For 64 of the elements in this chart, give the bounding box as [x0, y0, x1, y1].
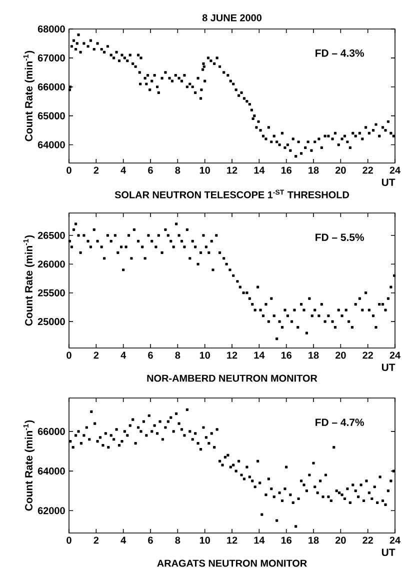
y-tick-label: 65000: [38, 112, 65, 120]
x-tick-label: 10: [200, 536, 210, 544]
y-axis-title: Count Rate (min$^{-1}$): [23, 235, 35, 326]
x-axis-title: UT: [382, 178, 396, 186]
x-tick-label: 12: [227, 166, 238, 174]
text: SOLAR NEUTRON TELESCOPE 1$^{-ST}$ THRESHOLD: [114, 190, 349, 198]
x-tick-label: 20: [335, 352, 346, 359]
y-tick-label: 68000: [38, 25, 65, 33]
x-tick-label: 16: [281, 536, 292, 544]
x-axis-title: UT: [382, 548, 396, 556]
x-tick-label: 10: [200, 166, 210, 174]
x-tick-label: 2: [94, 536, 99, 544]
y-axis-title: Count Rate (min$^{-1}$): [23, 50, 35, 142]
x-tick-label: 6: [148, 352, 153, 359]
x-tick-label: 18: [308, 352, 319, 359]
y-tick-label: 64000: [38, 141, 65, 148]
x-tick-label: 18: [308, 536, 319, 544]
y-tick-label: 25000: [38, 318, 65, 326]
x-tick-label: 2: [94, 166, 99, 174]
x-tick-label: 0: [66, 352, 72, 359]
y-tick-label: 25500: [38, 289, 65, 296]
y-tick-label: 64000: [38, 468, 65, 475]
x-tick-label: 22: [362, 352, 373, 359]
x-tick-label: 14: [254, 166, 265, 174]
x-tick-label: 4: [120, 166, 126, 174]
y-axis-title: Count Rate (min$^{-1}$): [23, 420, 35, 511]
annotation: FD – 4.3%: [316, 49, 364, 57]
annotation: FD – 4.7%: [316, 418, 364, 426]
y-tick-label: 26500: [38, 232, 65, 239]
annotation: FD – 5.5%: [316, 234, 364, 241]
y-tick-label: 67000: [38, 54, 65, 62]
x-tick-label: 12: [227, 536, 238, 544]
x-tick-label: 0: [66, 166, 72, 174]
chart-title: 8 JUNE 2000: [202, 14, 262, 22]
x-tick-label: 8: [175, 352, 180, 359]
x-tick-label: 4: [120, 536, 126, 544]
y-tick-label: 66000: [38, 428, 65, 435]
x-tick-label: 10: [200, 352, 210, 359]
x-tick-label: 8: [175, 536, 180, 544]
x-tick-label: 0: [66, 536, 72, 544]
x-axis-title: UT: [382, 364, 396, 372]
x-tick-label: 22: [362, 536, 373, 544]
y-tick-label: 66000: [38, 83, 65, 90]
x-tick-label: 16: [281, 352, 292, 359]
x-tick-label: 24: [390, 166, 400, 174]
x-tick-label: 6: [148, 166, 153, 174]
x-tick-label: 2: [94, 352, 99, 359]
x-tick-label: 22: [362, 166, 373, 174]
x-tick-label: 20: [335, 166, 346, 174]
x-tick-label: 24: [390, 536, 400, 544]
text: ARAGATS NEUTRON MONITOR: [157, 560, 307, 567]
x-tick-label: 20: [335, 536, 346, 544]
x-tick-label: 4: [120, 352, 126, 359]
x-tick-label: 16: [281, 166, 292, 174]
y-tick-label: 26000: [38, 260, 65, 268]
x-tick-label: 12: [227, 352, 238, 359]
y-tick-label: 62000: [38, 507, 65, 514]
x-tick-label: 24: [390, 352, 400, 359]
x-tick-label: 14: [254, 536, 265, 544]
x-tick-label: 14: [254, 352, 265, 359]
x-tick-label: 18: [308, 166, 319, 174]
x-tick-label: 8: [175, 166, 180, 174]
text: NOR-AMBERD NEUTRON MONITOR: [147, 374, 318, 382]
x-tick-label: 6: [148, 536, 153, 544]
